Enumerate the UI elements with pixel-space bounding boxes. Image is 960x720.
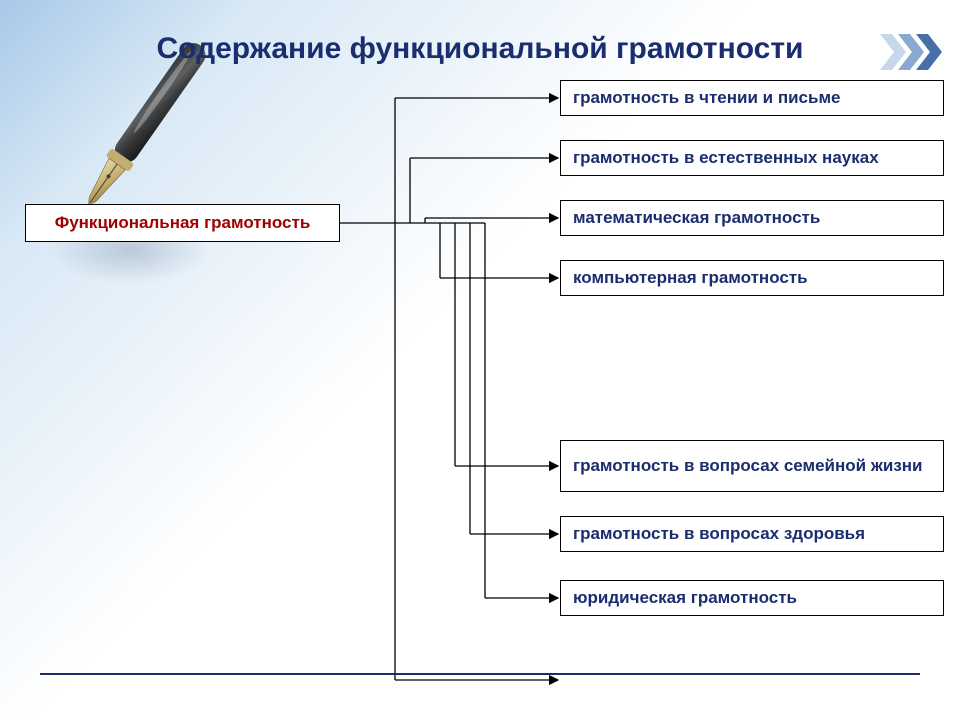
root-node: Функциональная грамотность — [25, 204, 340, 242]
child-node-5: грамотность в вопросах здоровья — [560, 516, 944, 552]
slide-title: Содержание функциональной грамотности — [0, 32, 960, 66]
child-node-3: компьютерная грамотность — [560, 260, 944, 296]
child-node-2: математическая грамотность — [560, 200, 944, 236]
child-node-4: грамотность в вопросах семейной жизни — [560, 440, 944, 492]
footer-divider — [40, 673, 920, 675]
child-node-6: юридическая грамотность — [560, 580, 944, 616]
child-node-0: грамотность в чтении и письме — [560, 80, 944, 116]
child-node-1: грамотность в естественных науках — [560, 140, 944, 176]
